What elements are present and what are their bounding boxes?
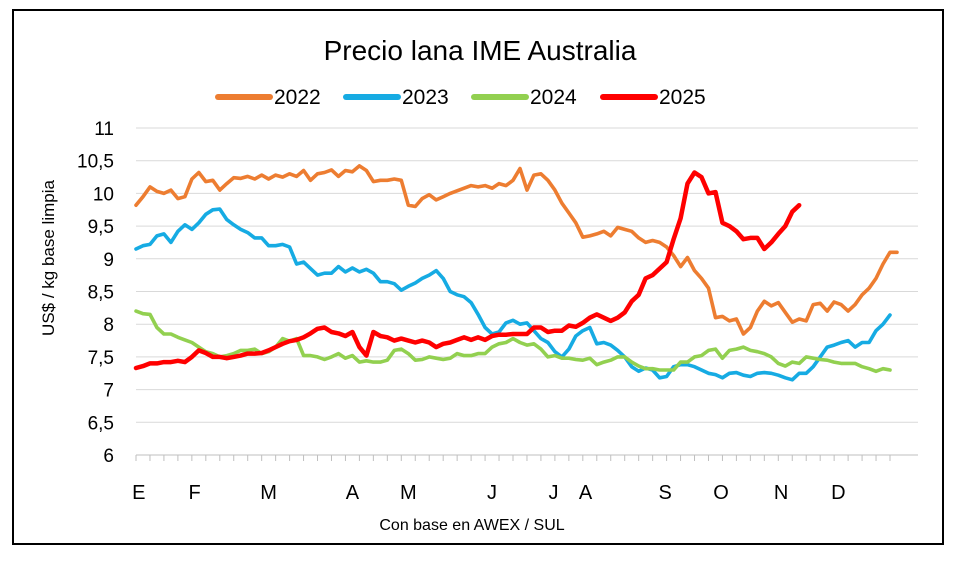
- x-tick-label: M: [400, 482, 417, 504]
- y-tick-label: 8: [103, 315, 114, 336]
- y-tick-label: 9,5: [88, 217, 114, 238]
- x-tick-label: O: [713, 482, 729, 504]
- x-tick-label: S: [659, 482, 672, 504]
- x-tick-label: J: [548, 482, 558, 504]
- chart-title: Precio lana IME Australia: [324, 35, 637, 66]
- series-line-2022: [134, 164, 899, 336]
- series-line-2025: [133, 170, 802, 371]
- y-axis-label: US$ / kg base limpia: [39, 180, 58, 336]
- x-axis-label: Con base en AWEX / SUL: [379, 517, 564, 534]
- y-tick-label: 7: [103, 381, 114, 402]
- y-tick-label: 9: [103, 250, 114, 271]
- y-tick-label: 6: [103, 446, 114, 467]
- y-axis-ticks: 6 6,5 7 7,5 8 8,5 9 9,5 10 10,5 11: [77, 119, 114, 467]
- legend: 2022 2023 2024 2025: [215, 86, 706, 109]
- x-tick-label: E: [132, 482, 145, 504]
- series-lines: [133, 164, 899, 382]
- x-tick-label: J: [487, 482, 497, 504]
- series-line-2023: [134, 207, 892, 382]
- y-tick-label: 6,5: [88, 413, 114, 434]
- x-tick-label: N: [774, 482, 788, 504]
- legend-label-2023: 2023: [402, 86, 449, 109]
- x-tick-label: F: [189, 482, 201, 504]
- y-tick-label: 10,5: [77, 152, 114, 173]
- y-tick-label: 11: [94, 119, 114, 140]
- x-tick-label: M: [260, 482, 277, 504]
- legend-label-2022: 2022: [274, 86, 321, 109]
- y-tick-label: 10: [93, 184, 114, 205]
- y-tick-label: 8,5: [88, 283, 114, 304]
- legend-label-2024: 2024: [530, 86, 577, 109]
- x-tick-label: D: [831, 482, 845, 504]
- legend-label-2025: 2025: [659, 86, 706, 109]
- y-tick-label: 7,5: [88, 348, 114, 369]
- x-tick-label: A: [579, 482, 593, 504]
- x-tick-label: A: [346, 482, 360, 504]
